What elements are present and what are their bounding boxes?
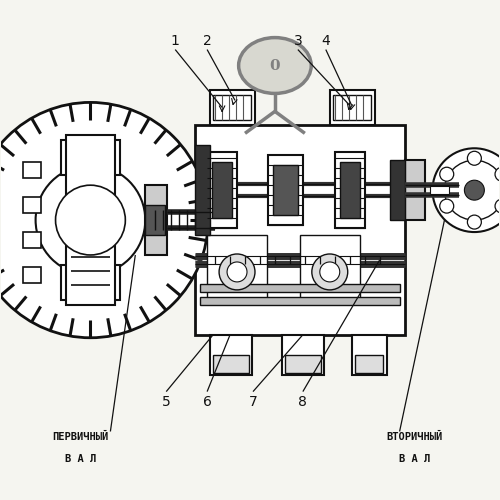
Text: 3: 3	[294, 34, 302, 48]
Bar	[273, 165, 298, 215]
Circle shape	[320, 262, 340, 282]
Bar	[22, 267, 40, 283]
Text: 7: 7	[248, 394, 258, 408]
Text: В А Л: В А Л	[65, 454, 96, 464]
Bar	[22, 232, 40, 248]
Bar	[195, 126, 404, 335]
Text: 2: 2	[202, 34, 211, 48]
Text: 8: 8	[298, 394, 308, 408]
Circle shape	[444, 160, 500, 220]
Bar	[146, 205, 165, 235]
Circle shape	[464, 180, 484, 200]
Bar	[300, 235, 360, 300]
Bar	[333, 96, 370, 120]
Bar	[22, 197, 40, 213]
Bar	[335, 152, 364, 228]
Text: ПЕРВИЧНЫЙ: ПЕРВИЧНЫЙ	[52, 432, 108, 442]
Ellipse shape	[238, 38, 311, 94]
Bar	[60, 265, 120, 300]
Circle shape	[227, 262, 247, 282]
Circle shape	[440, 199, 454, 213]
Circle shape	[468, 215, 481, 229]
Bar	[195, 146, 210, 235]
Bar	[352, 335, 386, 374]
Bar	[340, 162, 359, 218]
Text: ВТОРИЧНЫЙ: ВТОРИЧНЫЙ	[386, 432, 442, 442]
Bar	[146, 185, 167, 255]
Circle shape	[36, 165, 146, 275]
Circle shape	[56, 185, 126, 255]
Text: 0: 0	[270, 58, 280, 72]
Circle shape	[440, 167, 454, 181]
Bar	[210, 90, 255, 126]
Circle shape	[219, 254, 255, 290]
Bar	[430, 186, 450, 194]
Circle shape	[0, 102, 208, 338]
Bar	[268, 156, 303, 225]
Bar	[207, 152, 237, 228]
Circle shape	[495, 199, 500, 213]
Bar	[285, 354, 321, 372]
Circle shape	[495, 167, 500, 181]
Bar	[213, 354, 249, 372]
Text: 5: 5	[162, 394, 170, 408]
Circle shape	[432, 148, 500, 232]
Bar	[195, 254, 404, 266]
Bar	[354, 354, 382, 372]
Text: 1: 1	[171, 34, 179, 48]
Text: 4: 4	[322, 34, 330, 48]
Bar	[66, 136, 116, 305]
Bar	[213, 96, 251, 120]
Circle shape	[312, 254, 348, 290]
Bar	[60, 140, 120, 175]
Text: 6: 6	[202, 394, 211, 408]
Bar	[200, 284, 400, 292]
Circle shape	[468, 152, 481, 165]
Bar	[22, 162, 40, 178]
Bar	[200, 297, 400, 305]
Bar	[212, 162, 232, 218]
Bar	[330, 90, 374, 126]
Bar	[390, 160, 404, 220]
Bar	[404, 160, 424, 220]
Bar	[210, 335, 252, 374]
Bar	[282, 335, 324, 374]
Bar	[207, 235, 267, 300]
Text: В А Л: В А Л	[399, 454, 430, 464]
